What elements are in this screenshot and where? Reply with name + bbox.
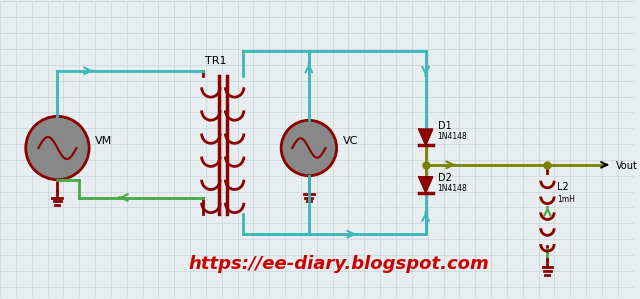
Polygon shape xyxy=(419,129,433,145)
Text: Vout: Vout xyxy=(616,161,637,171)
Polygon shape xyxy=(419,177,433,193)
Text: VC: VC xyxy=(342,136,358,146)
Circle shape xyxy=(26,116,89,180)
Text: D2: D2 xyxy=(438,173,451,183)
Text: 1N4148: 1N4148 xyxy=(438,132,467,141)
Text: 1N4148: 1N4148 xyxy=(438,184,467,193)
Text: TR1: TR1 xyxy=(205,56,227,66)
Text: 1mH: 1mH xyxy=(557,196,575,205)
Text: L2: L2 xyxy=(557,181,569,192)
Text: VM: VM xyxy=(95,136,112,146)
Text: D1: D1 xyxy=(438,121,451,131)
Circle shape xyxy=(281,120,337,176)
Text: https://ee-diary.blogspot.com: https://ee-diary.blogspot.com xyxy=(188,255,489,273)
